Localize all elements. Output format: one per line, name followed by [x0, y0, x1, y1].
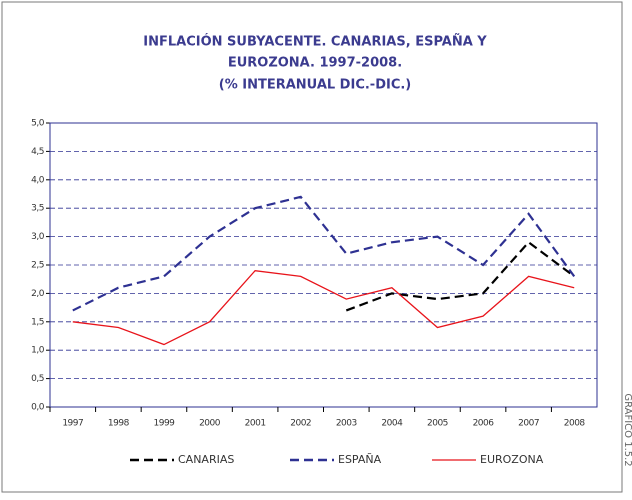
chart-title: (% INTERANUAL DIC.-DIC.): [219, 78, 412, 93]
x-tick-label: 2004: [381, 419, 403, 429]
y-tick-label: 1,5: [31, 317, 44, 327]
x-tick-label: 2007: [518, 419, 539, 429]
legend-label: CANARIAS: [178, 453, 234, 466]
y-tick-label: 2,0: [31, 289, 45, 299]
series-line: [72, 269, 575, 346]
x-tick-label: 2008: [564, 419, 586, 429]
y-tick-label: 4,0: [31, 175, 45, 185]
x-tick-label: 1999: [154, 419, 176, 429]
y-tick-label: 2,5: [31, 261, 44, 271]
x-tick-label: 2001: [245, 419, 266, 429]
x-tick-label: 2003: [336, 419, 357, 429]
legend-label: ESPAÑA: [338, 453, 382, 466]
y-tick-label: 4,5: [31, 147, 44, 157]
x-tick-label: 1998: [108, 419, 130, 429]
y-tick-label: 3,5: [31, 204, 44, 214]
x-tick-label: 2006: [473, 419, 495, 429]
y-tick-label: 3,0: [31, 232, 45, 242]
legend-label: EUROZONA: [480, 453, 544, 466]
y-tick-label: 1,0: [31, 346, 45, 356]
x-tick-label: 2000: [199, 419, 221, 429]
series-line: [72, 195, 576, 312]
series-line: [345, 240, 575, 312]
chart-title: INFLACIÓN SUBYACENTE. CANARIAS, ESPAÑA Y: [143, 34, 487, 50]
x-tick-label: 1997: [62, 419, 83, 429]
x-tick-label: 2002: [290, 419, 311, 429]
y-tick-label: 0,0: [31, 403, 45, 413]
side-label: GRÁFICO 1.5.2: [622, 393, 632, 466]
x-tick-label: 2005: [427, 419, 448, 429]
y-tick-label: 5,0: [31, 119, 45, 129]
frame: [1, 1, 623, 493]
chart-title: EUROZONA. 1997-2008.: [228, 56, 402, 71]
y-tick-label: 0,5: [31, 374, 44, 384]
